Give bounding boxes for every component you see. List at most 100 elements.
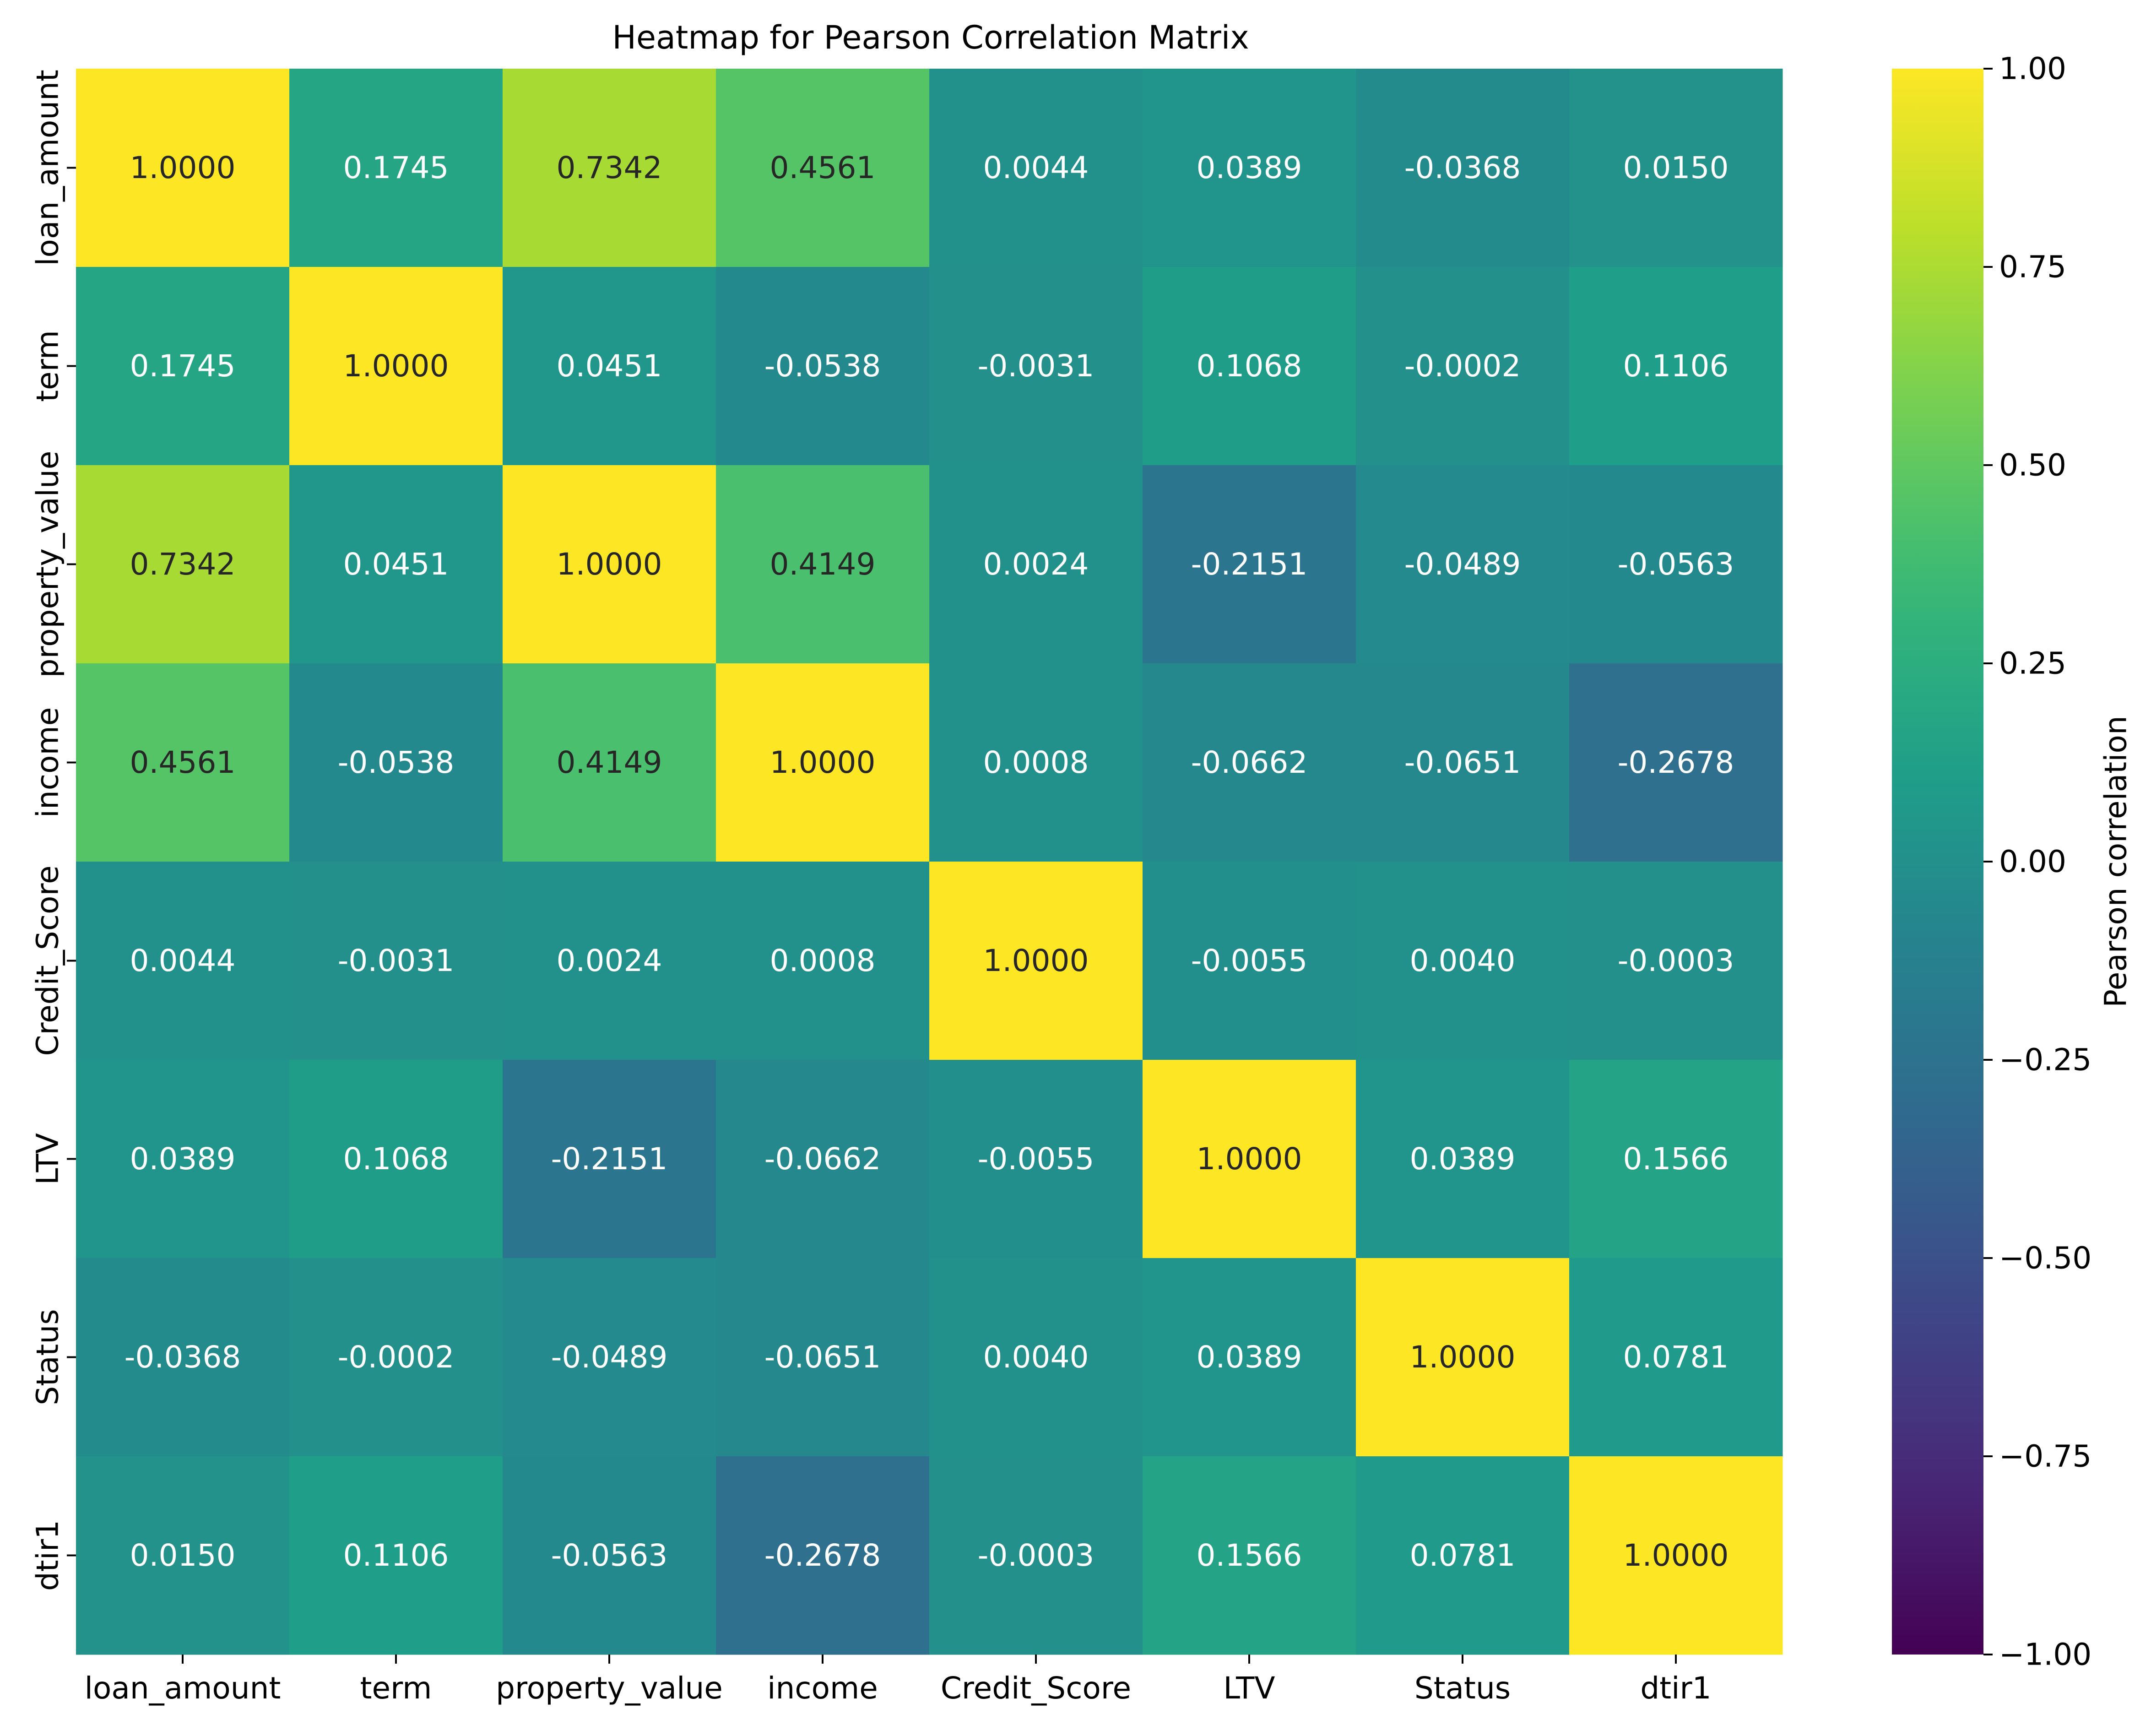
cell-value-label: 0.4561 <box>770 150 876 185</box>
heatmap-cell-ltv-ltv <box>1143 1060 1356 1259</box>
y-tick-label-credit-score: Credit_Score <box>30 865 65 1056</box>
heatmap-cell-loan-amount-income <box>716 69 930 267</box>
heatmap-cell-ltv-term <box>289 1060 503 1259</box>
cell-value-label: -0.0055 <box>1191 943 1308 978</box>
cell-value-label: 0.0044 <box>983 150 1089 185</box>
colorbar-tick-label: 0.00 <box>1999 844 2066 879</box>
heatmap-cell-status-loan-amount <box>76 1258 290 1457</box>
cell-value-label: 0.0150 <box>1623 150 1729 185</box>
y-tick-label-dtir1: dtir1 <box>30 1520 65 1591</box>
cell-value-label: 0.0389 <box>1410 1141 1516 1177</box>
heatmap-cell-credit-score-term <box>289 862 503 1060</box>
heatmap-cell-loan-amount-status <box>1356 69 1570 267</box>
heatmap-cell-loan-amount-credit-score <box>929 69 1143 267</box>
cell-value-label: 0.0389 <box>1197 1340 1302 1375</box>
colorbar: 1.00 0.75 0.50 0.25 0.00 −0.25 −0.50 −0.75 −1.00… <box>1892 51 2134 1672</box>
cell-value-label: -0.0031 <box>338 943 455 978</box>
cell-value-label: 0.0008 <box>770 943 876 978</box>
cell-value-label: -0.0003 <box>978 1538 1094 1573</box>
heatmap-cell-credit-score-property-value <box>503 862 716 1060</box>
heatmap-cell-income-term <box>289 663 503 862</box>
chart-title: Heatmap for Pearson Correlation Matrix <box>612 19 1249 56</box>
colorbar-tick-label: 0.75 <box>1999 250 2066 285</box>
y-tick-label-property-value: property_value <box>30 451 65 678</box>
cell-value-label: -0.0538 <box>338 745 455 780</box>
colorbar-tick-label: −0.75 <box>1999 1439 2091 1474</box>
y-tick-label-ltv: LTV <box>30 1133 65 1185</box>
cell-value-label: -0.0055 <box>978 1141 1094 1177</box>
heatmap-cell-dtir1-term <box>289 1456 503 1655</box>
cell-value-label: -0.2678 <box>1618 745 1734 780</box>
cell-value-label: -0.2678 <box>764 1538 881 1573</box>
heatmap-cell-dtir1-income <box>716 1456 930 1655</box>
cell-value-label: -0.0662 <box>764 1141 881 1177</box>
heatmap-cell-property-value-dtir1 <box>1569 465 1783 664</box>
cell-value-label: -0.0489 <box>551 1340 668 1375</box>
y-tick-label-status: Status <box>30 1309 65 1405</box>
heatmap-cell-ltv-dtir1 <box>1569 1060 1783 1259</box>
cell-value-label: 0.7342 <box>557 150 662 185</box>
heatmap-cell-status-income <box>716 1258 930 1457</box>
heatmap-cell-loan-amount-dtir1 <box>1569 69 1783 267</box>
heatmap-cell-property-value-property-value <box>503 465 716 664</box>
x-tick-label-dtir1: dtir1 <box>1640 1671 1711 1706</box>
heatmap-cell-loan-amount-loan-amount <box>76 69 290 267</box>
heatmap-cell-income-income <box>716 663 930 862</box>
heatmap-cell-status-credit-score <box>929 1258 1143 1457</box>
heatmap-cell-term-property-value <box>503 267 716 466</box>
cell-value-label: 0.0040 <box>1410 943 1516 978</box>
cell-value-label: 0.1106 <box>1623 348 1729 384</box>
colorbar-gradient <box>1892 69 1983 1655</box>
heatmap-cell-income-property-value <box>503 663 716 862</box>
heatmap-cell-credit-score-ltv <box>1143 862 1356 1060</box>
heatmap-cell-dtir1-property-value <box>503 1456 716 1655</box>
heatmap-cell-term-income <box>716 267 930 466</box>
cell-value-label: 0.0150 <box>130 1538 236 1573</box>
cell-value-label: 0.1745 <box>130 348 236 384</box>
y-tick-label-term: term <box>30 330 65 402</box>
cell-value-label: -0.0368 <box>125 1340 241 1375</box>
cell-value-label: 1.0000 <box>770 745 876 780</box>
heatmap-cell-term-loan-amount <box>76 267 290 466</box>
cell-value-label: 0.0024 <box>983 547 1089 582</box>
cell-value-label: -0.0563 <box>551 1538 668 1573</box>
y-tick-label-loan-amount: loan_amount <box>30 70 65 266</box>
heatmap-cell-property-value-loan-amount <box>76 465 290 664</box>
cell-value-label: 0.4149 <box>770 547 876 582</box>
cell-value-label: 0.0008 <box>983 745 1089 780</box>
heatmap-cell-dtir1-credit-score <box>929 1456 1143 1655</box>
cell-value-label: 0.0451 <box>557 348 662 384</box>
cell-value-label: 1.0000 <box>130 150 236 185</box>
heatmap-cell-property-value-term <box>289 465 503 664</box>
heatmap-cell-loan-amount-ltv <box>1143 69 1356 267</box>
heatmap-cell-credit-score-income <box>716 862 930 1060</box>
x-axis: loan_amount term property_value income Credi… <box>85 1655 1712 1706</box>
x-tick-label-property-value: property_value <box>496 1671 723 1706</box>
heatmap-cell-property-value-income <box>716 465 930 664</box>
cell-value-label: 0.0024 <box>557 943 662 978</box>
x-tick-label-status: Status <box>1414 1671 1511 1706</box>
heatmap-cell-loan-amount-term <box>289 69 503 267</box>
cell-value-label: -0.2151 <box>1191 547 1308 582</box>
x-tick-label-loan-amount: loan_amount <box>85 1671 281 1706</box>
heatmap-cell-credit-score-status <box>1356 862 1570 1060</box>
heatmap-cell-credit-score-dtir1 <box>1569 862 1783 1060</box>
cell-value-label: -0.0489 <box>1404 547 1521 582</box>
cell-value-label: 1.0000 <box>1197 1141 1302 1177</box>
cell-value-label: 0.0389 <box>1197 150 1302 185</box>
heatmap-cell-status-dtir1 <box>1569 1258 1783 1457</box>
cell-value-label: 1.0000 <box>343 348 449 384</box>
cell-value-label: 1.0000 <box>557 547 662 582</box>
cell-value-label: -0.0651 <box>1404 745 1521 780</box>
heatmap-cell-ltv-credit-score <box>929 1060 1143 1259</box>
heatmap-cell-ltv-loan-amount <box>76 1060 290 1259</box>
heatmap-cell-term-credit-score <box>929 267 1143 466</box>
heatmap-cell-loan-amount-property-value <box>503 69 716 267</box>
cell-value-label: 0.1068 <box>1197 348 1302 384</box>
heatmap-cell-ltv-income <box>716 1060 930 1259</box>
cell-value-label: 0.0044 <box>130 943 236 978</box>
cell-value-label: 1.0000 <box>983 943 1089 978</box>
heatmap-cell-ltv-status <box>1356 1060 1570 1259</box>
